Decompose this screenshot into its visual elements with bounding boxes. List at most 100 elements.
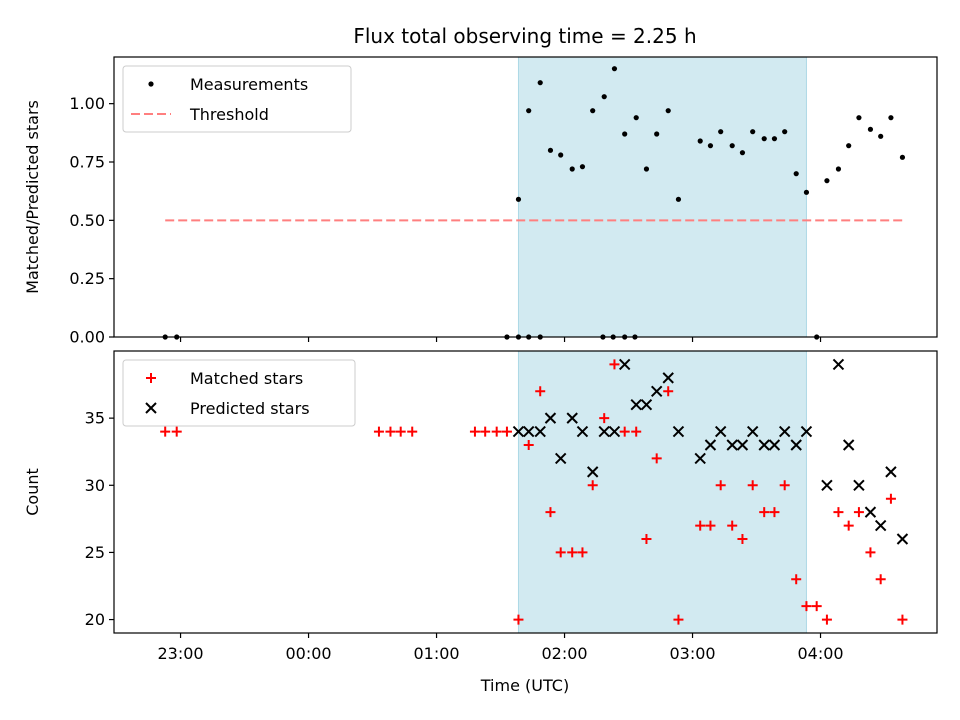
x-tick-label: 02:00 [541,644,587,663]
shaded-interval [517,350,807,634]
matched-stars-point [885,493,896,504]
ratio-ticks: 0.00 0.25 0.50 0.75 1.00 [69,94,822,347]
measurements-point [643,166,650,172]
predicted-stars-point [853,479,865,491]
count-series-layer [160,358,909,625]
measurements-point [526,108,532,114]
predicted-stars-point [554,452,567,465]
predicted-stars-point [640,399,653,411]
measurements-point [835,166,842,172]
matched-stars-point [695,520,706,531]
matched-stars-point [171,426,182,437]
measurements-point [654,131,660,137]
measurements-point [547,147,554,153]
measurements-point [537,80,543,86]
matched-stars-point [469,426,480,437]
matched-stars-point [811,601,822,612]
matched-stars-point [619,426,630,437]
matched-stars-point [801,601,812,612]
matched-stars-point [535,386,546,397]
predicted-stars-point [896,533,909,545]
measurements-point [761,136,767,142]
measurements-point [856,115,862,121]
measurements-point [707,143,714,149]
measurements-point [771,136,778,142]
measurements-point [697,138,703,144]
matched-stars-point [769,507,780,518]
matched-stars-point [491,426,502,437]
predicted-stars-point [650,385,663,397]
matched-stars-point [373,426,384,437]
matched-stars-point [759,507,770,518]
matched-stars-point [673,614,684,625]
predicted-stars-point [714,425,727,438]
predicted-stars-point [586,466,599,478]
predicted-stars-point [800,425,813,438]
measurements-point [878,133,884,139]
measurements-point [888,115,894,121]
predicted-stars-point [885,466,897,478]
count-panel: 20 25 30 35 23:00 00:00 01:00 02:00 03:00 04:00 C… [23,350,938,663]
predicted-stars-point [874,519,887,532]
ratio-y-axis-label: Matched/Predicted stars [23,100,42,294]
predicted-stars-point [768,439,781,451]
y-tick-label: 0.00 [69,328,105,347]
y-tick-label: 20 [85,610,105,629]
matched-stars-point [395,426,406,437]
legend-matched-stars-swatch [146,373,156,383]
matched-stars-point [853,507,864,518]
matched-stars-point [791,574,802,585]
measurements-point [579,164,586,170]
measurements-point [569,166,575,172]
legend-box [122,65,352,133]
matched-stars-point [385,426,396,437]
matched-stars-point [160,426,171,437]
predicted-stars-point [534,425,546,438]
measurements-point [622,131,628,137]
measurements-point [665,108,671,114]
predicted-stars-point [842,439,855,451]
legend-predicted-stars-swatch [145,402,157,414]
x-tick-label: 03:00 [669,644,715,663]
measurements-point [782,129,788,135]
matched-stars-point [843,520,854,531]
predicted-stars-point [566,412,578,424]
legend-predicted-stars-label: Predicted stars [190,399,310,418]
predicted-stars-point [630,399,642,411]
predicted-stars-point [576,425,589,438]
y-tick-label: 0.25 [69,269,105,288]
y-tick-label: 0.50 [69,211,105,230]
measurements-point [718,129,724,135]
y-tick-label: 1.00 [69,94,105,113]
measurements-point [611,66,618,72]
x-tick-label: 00:00 [285,644,331,663]
measurements-point [899,154,906,160]
predicted-stars-point [821,479,833,491]
matched-stars-point [705,520,716,531]
matched-stars-point [897,614,908,625]
predicted-stars-point [746,425,759,438]
matched-stars-point [833,507,844,518]
matched-stars-point [641,534,652,544]
predicted-stars-point [608,425,621,438]
matched-stars-point [599,413,610,424]
predicted-stars-point [832,358,845,371]
matched-stars-point [651,453,662,464]
matched-stars-point [545,507,556,518]
matched-stars-point [587,480,598,491]
measurements-point [750,129,756,135]
x-tick-label: 04:00 [797,644,843,663]
matched-stars-point [875,574,886,585]
predicted-stars-point [598,425,610,438]
predicted-stars-point [522,425,535,438]
count-plot-frame [113,350,938,634]
matched-stars-point [407,426,418,437]
shaded-interval [517,56,807,338]
matched-stars-point [609,359,620,370]
measurements-point [675,196,682,202]
matched-stars-point [779,480,790,491]
matched-stars-point [737,534,748,544]
count-ticks: 20 25 30 35 23:00 00:00 01:00 02:00 03:00 04:00 [85,409,844,663]
measurements-point [590,108,596,114]
